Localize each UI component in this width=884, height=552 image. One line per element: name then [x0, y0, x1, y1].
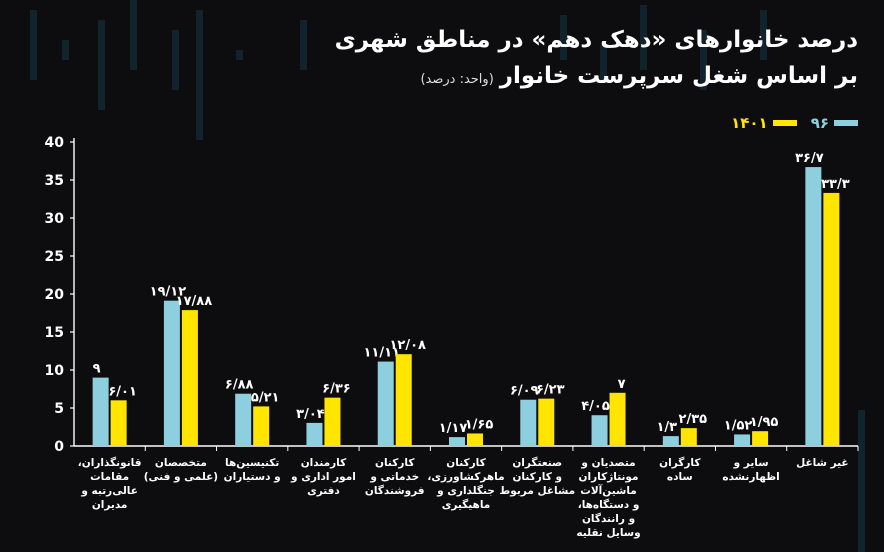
- bar-1401: [324, 397, 341, 446]
- bar-96: [449, 437, 465, 446]
- decor-bar: [62, 40, 69, 60]
- x-tick-label: کارکنان ماهرکشاورزی، جنگلداری و ماهیگیری: [427, 457, 504, 511]
- data-label-1401: ۱/۹۵: [750, 415, 779, 430]
- data-label-1401: ۲/۳۵: [679, 412, 708, 427]
- y-tick-label: 40: [45, 135, 65, 151]
- data-label-96: ۱۱/۱۱: [363, 346, 400, 361]
- legend-item-96: ۹۶: [811, 114, 858, 132]
- bar-1401: [752, 431, 769, 446]
- legend-swatch-1401: [772, 120, 797, 126]
- x-tick-label: صنعتگران و کارکنان مشاغل مربوط: [499, 456, 575, 497]
- decor-bar: [130, 0, 137, 70]
- decor-bar: [30, 10, 37, 80]
- y-tick-label: 0: [54, 439, 64, 455]
- x-tick-label: غیر شاغل: [796, 457, 848, 469]
- bar-96: [235, 393, 252, 446]
- decor-bar: [760, 10, 767, 60]
- data-label-1401: ۱/۶۵: [465, 417, 494, 432]
- bar-96: [306, 422, 323, 446]
- decor-bar: [640, 5, 647, 70]
- data-label-1401: ۱۷/۸۸: [176, 294, 213, 309]
- bar-96: [520, 399, 537, 446]
- bar-1401: [538, 398, 555, 446]
- data-label-1401: ۷: [618, 377, 626, 392]
- data-label-96: ۶/۸۸: [225, 378, 254, 393]
- decor-bar: [858, 410, 865, 552]
- x-tick-label: سایر و اظهارنشده: [722, 457, 779, 483]
- decor-bar: [700, 30, 707, 90]
- data-label-1401: ۵/۲۱: [251, 390, 280, 405]
- chart-title: درصد خانوارهای «دهک دهم» در مناطق شهری ب…: [335, 22, 858, 98]
- bar-96: [377, 361, 394, 446]
- y-tick-label: 15: [45, 325, 64, 341]
- legend-item-1401: ۱۴۰۱: [731, 114, 797, 132]
- y-tick-label: 5: [54, 401, 64, 417]
- bar-96: [662, 436, 679, 446]
- y-tick-label: 25: [45, 249, 64, 265]
- data-label-96: ۳/۰۴: [296, 407, 325, 422]
- data-label-1401: ۱۲/۰۸: [389, 338, 426, 353]
- bar-1401: [395, 354, 412, 446]
- decor-bar: [600, 45, 607, 80]
- bar-1401: [181, 310, 198, 446]
- data-label-1401: ۶/۰۱: [108, 384, 137, 399]
- x-tick-label: کارکنان خدماتی و فروشندگان: [365, 457, 425, 497]
- chart-title-line-2: بر اساس شغل سرپرست خانوار (واحد: درصد): [335, 58, 858, 98]
- bar-1401: [823, 192, 840, 446]
- bar-96: [591, 415, 608, 446]
- decor-bar: [560, 15, 567, 60]
- data-label-1401: ۶/۳۶: [322, 382, 351, 397]
- legend-label-96: ۹۶: [810, 114, 829, 132]
- bar-1401: [680, 428, 697, 446]
- y-tick-label: 35: [45, 173, 64, 189]
- data-label-96: ۳۶/۷: [795, 151, 824, 166]
- chart-title-line-1: درصد خانوارهای «دهک دهم» در مناطق شهری: [334, 27, 858, 53]
- x-tick-label: متخصصان (علمی و فنی): [144, 457, 218, 483]
- bar-96: [92, 377, 109, 446]
- decor-bar: [172, 30, 179, 90]
- x-tick-label: متصدیان و مونتاژکاران ماشین‌آلات و دستگاه‌ه…: [576, 457, 640, 539]
- data-label-96: ۱۹/۱۲: [150, 285, 187, 300]
- data-label-1401: ۳۳/۳: [821, 177, 850, 192]
- chart-subtitle: بر اساس شغل سرپرست خانوار: [499, 63, 858, 89]
- decor-bar: [196, 10, 203, 140]
- decor-bar: [300, 20, 307, 70]
- bar-1401: [609, 392, 626, 446]
- bar-96: [734, 434, 751, 446]
- data-label-96: ۹: [93, 362, 101, 377]
- data-label-96: ۱/۳: [657, 420, 678, 435]
- y-tick-label: 10: [45, 363, 65, 379]
- bar-1401: [253, 406, 270, 446]
- x-tick-label: کارمندان امور اداری و دفتری: [290, 457, 356, 497]
- data-label-96: ۶/۰۹: [510, 384, 539, 399]
- data-label-96: ۴/۰۵: [581, 399, 610, 414]
- x-tick-label: قانونگذاران، مقامات عالی‌رتبه و مدیران: [78, 456, 142, 511]
- y-tick-label: 30: [45, 211, 65, 227]
- bar-1401: [110, 400, 127, 446]
- decor-bar: [98, 20, 105, 110]
- decor-bar: [236, 50, 243, 60]
- bar-96: [805, 167, 822, 446]
- legend-label-1401: ۱۴۰۱: [731, 114, 768, 132]
- unit-note: (واحد: درصد): [420, 72, 494, 87]
- data-label-96: ۱/۵۲: [724, 418, 753, 433]
- legend: ۹۶ ۱۴۰۱: [731, 114, 858, 132]
- bar-1401: [467, 433, 483, 446]
- data-label-96: ۱/۱۷: [439, 421, 468, 436]
- x-tick-label: تکنیسین‌ها و دستیاران: [224, 457, 281, 483]
- y-tick-label: 20: [45, 287, 65, 303]
- bar-96: [163, 300, 180, 446]
- data-label-1401: ۶/۲۳: [536, 383, 565, 398]
- x-tick-label: کارگران ساده: [659, 456, 701, 483]
- legend-swatch-96: [834, 120, 858, 126]
